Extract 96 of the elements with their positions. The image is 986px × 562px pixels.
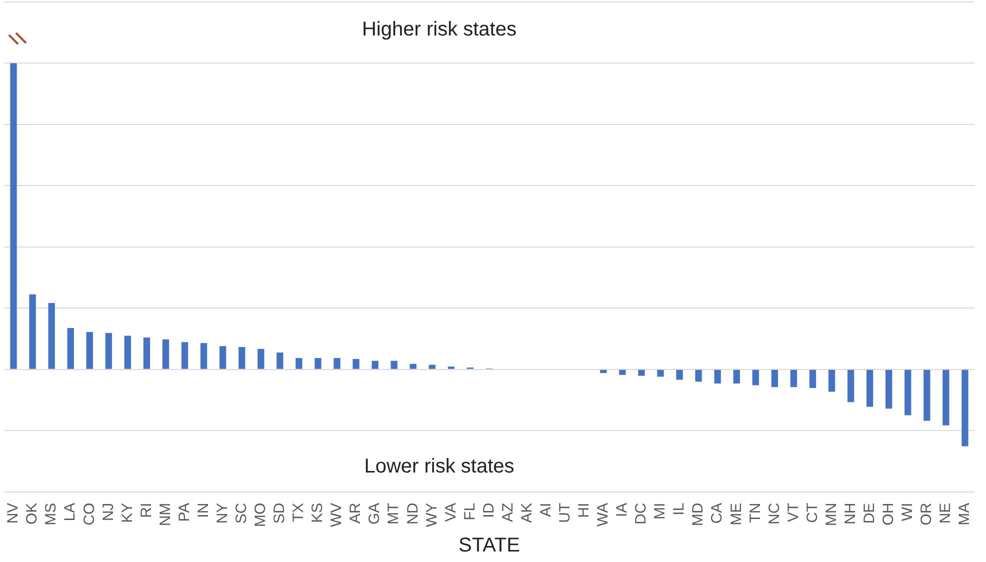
x-tick-label: AR bbox=[347, 502, 364, 524]
x-tick-label: VT bbox=[784, 502, 802, 522]
x-tick-label: VA bbox=[442, 502, 460, 522]
bar bbox=[866, 370, 874, 407]
x-tick-label: FL bbox=[461, 502, 478, 520]
bar bbox=[258, 348, 264, 369]
x-tick-label: IN bbox=[194, 502, 212, 518]
x-tick-label: DE bbox=[860, 502, 878, 524]
bar bbox=[314, 358, 322, 369]
x-tick-label: CT bbox=[804, 502, 821, 523]
bar bbox=[942, 370, 950, 426]
x-tick-label: NV bbox=[4, 502, 22, 524]
x-tick-label: AZ bbox=[499, 502, 516, 522]
text: Lower risk states bbox=[364, 455, 514, 478]
bar bbox=[619, 370, 626, 375]
bar bbox=[809, 370, 816, 388]
x-tick-label: TN bbox=[746, 502, 764, 523]
x-tick-label: ND bbox=[404, 502, 422, 525]
bar bbox=[962, 370, 968, 446]
x-tick-label: RI bbox=[138, 502, 155, 518]
text: Higher risk states bbox=[362, 18, 516, 41]
bar bbox=[657, 370, 664, 377]
x-tick-label: PA bbox=[176, 502, 193, 522]
bar bbox=[676, 370, 683, 380]
x-tick-label: WY bbox=[423, 502, 440, 528]
x-tick-label: DC bbox=[632, 502, 650, 525]
x-tick-label: KS bbox=[309, 502, 326, 523]
x-tick-label: TX bbox=[290, 502, 308, 522]
x-tick-label: MI bbox=[652, 502, 669, 520]
x-tick-label: KY bbox=[118, 502, 136, 523]
x-tick-label: MT bbox=[385, 502, 402, 525]
x-tick-label: LA bbox=[62, 502, 79, 522]
bar bbox=[714, 370, 721, 384]
x-tick-label: WA bbox=[594, 502, 612, 526]
bar bbox=[29, 294, 36, 369]
bar bbox=[238, 347, 246, 369]
x-tick-label: NY bbox=[214, 502, 231, 524]
bar bbox=[334, 358, 340, 369]
bar bbox=[828, 370, 836, 392]
x-tick-label: NJ bbox=[100, 502, 117, 522]
bar bbox=[352, 358, 360, 369]
x-tick-label: AK bbox=[518, 502, 536, 523]
x-tick-label: ID bbox=[480, 502, 498, 518]
x-tick-label: MN bbox=[822, 502, 840, 526]
bar bbox=[733, 370, 740, 384]
x-tick-label: NM bbox=[156, 502, 174, 526]
bar bbox=[200, 343, 208, 369]
x-tick-label: IL bbox=[670, 502, 688, 516]
x-tick-label: NE bbox=[937, 502, 954, 524]
x-tick-label: CO bbox=[80, 502, 98, 526]
bar bbox=[67, 328, 74, 369]
bar bbox=[276, 352, 284, 369]
bar bbox=[181, 342, 188, 369]
bar bbox=[638, 370, 645, 376]
x-tick-label: HI bbox=[576, 502, 593, 518]
x-tick-label: SD bbox=[271, 502, 288, 524]
x-tick-label: MA bbox=[956, 502, 974, 526]
bar bbox=[124, 336, 132, 369]
bar bbox=[771, 370, 778, 388]
x-tick-label: CA bbox=[708, 502, 726, 524]
x-tick-label: WV bbox=[328, 502, 346, 528]
bar bbox=[904, 370, 912, 416]
x-tick-label: GA bbox=[366, 502, 384, 525]
x-tick-label: OR bbox=[918, 502, 936, 526]
bar bbox=[390, 360, 398, 369]
bar bbox=[600, 370, 607, 374]
x-tick-label: SC bbox=[233, 502, 250, 524]
x-tick-label: MS bbox=[42, 502, 60, 526]
bar bbox=[143, 338, 150, 369]
bar bbox=[48, 302, 55, 369]
x-tick-label: NH bbox=[842, 502, 859, 525]
bar bbox=[886, 370, 892, 409]
x-tick-label: UT bbox=[556, 502, 574, 523]
x-tick-label: OH bbox=[880, 502, 897, 526]
x-tick-label: MO bbox=[252, 502, 270, 528]
x-tick-label: NC bbox=[766, 502, 783, 525]
bar bbox=[410, 364, 416, 369]
bar bbox=[847, 370, 854, 402]
x-tick-label: OK bbox=[24, 502, 41, 525]
x-tick-label: MD bbox=[690, 502, 707, 526]
x-tick-label: ME bbox=[728, 502, 745, 526]
bar bbox=[790, 370, 798, 388]
bar bbox=[220, 346, 226, 369]
bar bbox=[372, 360, 378, 369]
x-axis-title: STATE bbox=[458, 534, 520, 557]
bar bbox=[105, 332, 112, 369]
x-tick-label: AI bbox=[537, 502, 554, 518]
bar bbox=[752, 370, 759, 386]
x-tick-label: WI bbox=[899, 502, 916, 522]
bar bbox=[428, 364, 436, 369]
bar bbox=[162, 339, 170, 369]
bar bbox=[296, 358, 302, 369]
bar bbox=[86, 332, 93, 369]
bar bbox=[695, 370, 702, 382]
x-tick-label: IA bbox=[614, 502, 631, 518]
bar bbox=[924, 370, 930, 421]
